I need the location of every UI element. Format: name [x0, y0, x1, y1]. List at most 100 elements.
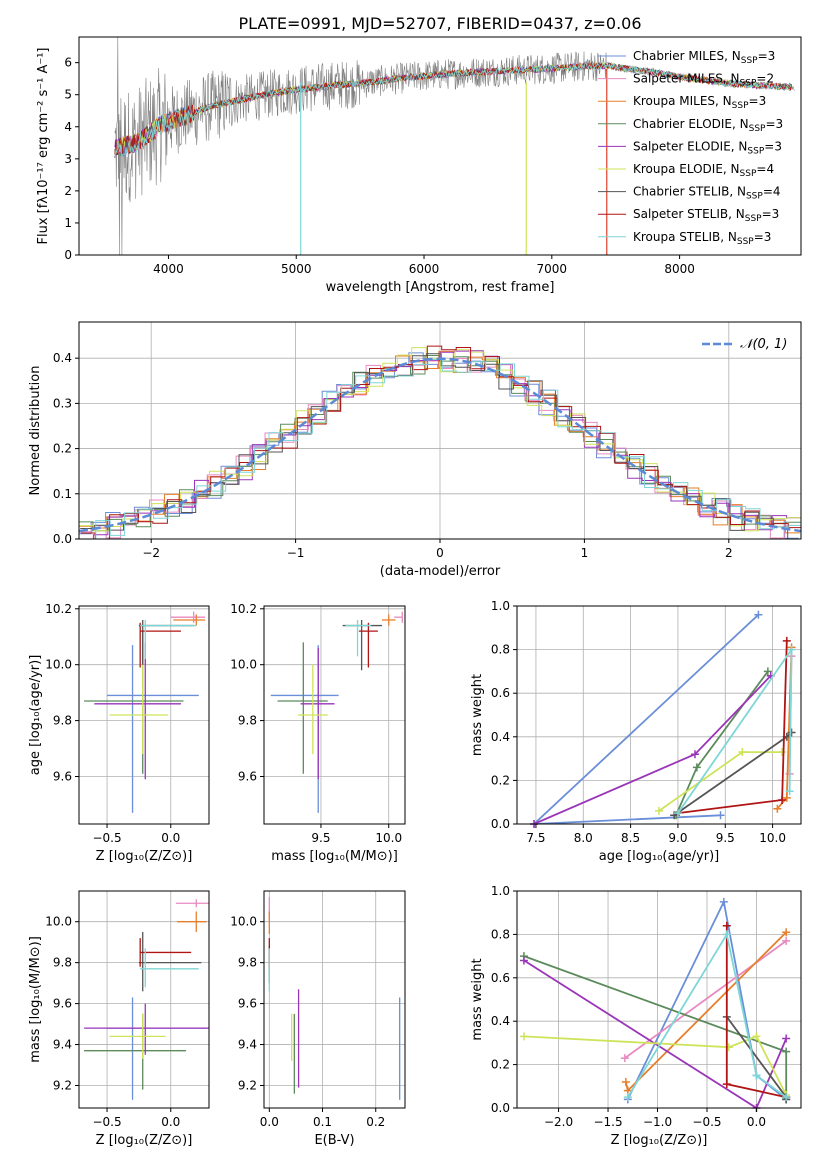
- spectrum-ytick-label: 1: [64, 216, 72, 230]
- weight-marker: [782, 636, 791, 645]
- weight-marker: [782, 793, 791, 802]
- weight-vs-Z-xtick-label: −1.0: [643, 1115, 672, 1129]
- spectrum-panel: Chabrier MILES, NSSP=3 Salpeter MILES, NS…: [36, 36, 802, 295]
- normal-curve: [79, 357, 801, 533]
- age-vs-mass-ytick-label: 9.8: [238, 714, 257, 728]
- spectrum-legend: Chabrier MILES, NSSP=3 Salpeter MILES, NS…: [598, 49, 783, 247]
- weight-vs-Z-ytick-label: 0.0: [491, 1101, 510, 1115]
- mass-vs-EBV-xtick-label: 0.0: [260, 1115, 279, 1129]
- legend-entry: 𝒩(0, 1): [740, 337, 787, 352]
- mass-vs-Z-xlabel: Z [log₁₀(Z/Z⊙)]: [96, 1133, 193, 1148]
- weight-marker: [782, 936, 791, 945]
- weight-marker: [787, 728, 796, 737]
- spectrum-xlabel: wavelength [Angstrom, rest frame]: [326, 280, 555, 295]
- age-vs-Z-ytick-label: 9.6: [53, 769, 72, 783]
- legend-entry: Salpeter STELIB, NSSP=3: [633, 207, 779, 224]
- residuals-xtick-label: 1: [581, 546, 589, 560]
- age-vs-mass-ytick-label: 10.2: [230, 602, 257, 616]
- spectrum-ytick-label: 3: [64, 152, 72, 166]
- weight-vs-age-ytick-label: 1.0: [491, 599, 510, 613]
- age-vs-Z-xtick-label: 0.0: [161, 831, 180, 845]
- residual-histogram: [79, 350, 801, 539]
- residuals-ytick-label: 0.0: [53, 532, 72, 546]
- spectrum-xtick-label: 5000: [281, 262, 312, 276]
- weight-marker: [763, 667, 772, 676]
- spectrum-ytick-label: 2: [64, 184, 72, 198]
- residual-histogram: [81, 359, 801, 539]
- legend-entry: Kroupa STELIB, NSSP=3: [633, 230, 771, 247]
- weight-vs-Z-frame: [516, 890, 802, 1109]
- mass-vs-Z-ytick-label: 9.8: [53, 956, 72, 970]
- weight-marker: [752, 1032, 761, 1041]
- weight-line: [532, 614, 760, 824]
- age-vs-mass-ytick-label: 10.0: [230, 658, 257, 672]
- age-vs-Z-xtick-label: −0.5: [92, 831, 121, 845]
- weight-line: [523, 959, 788, 1108]
- age-vs-mass-frame: [263, 605, 406, 825]
- spectrum-ytick-label: 5: [64, 88, 72, 102]
- mass-vs-EBV-ytick-label: 9.2: [238, 1078, 257, 1092]
- residuals-xtick-label: 0: [436, 546, 444, 560]
- weight-marker: [722, 1080, 731, 1089]
- age-vs-Z-ytick-label: 9.8: [53, 714, 72, 728]
- weight-vs-age-xtick-label: 8.5: [621, 831, 640, 845]
- weight-marker: [782, 928, 791, 937]
- spectrum-ylabel: Flux [fλ10⁻¹⁷ erg cm⁻² s⁻¹ A⁻¹]: [36, 48, 51, 245]
- spectrum-ytick-label: 6: [64, 56, 72, 70]
- weight-vs-age-xtick-label: 9.5: [716, 831, 735, 845]
- figure-title: PLATE=0991, MJD=52707, FIBERID=0437, z=0…: [238, 14, 641, 33]
- residuals-xtick-label: −2: [142, 546, 160, 560]
- weight-marker: [738, 748, 747, 757]
- weight-marker: [722, 930, 731, 939]
- legend-entry: Salpeter MILES, NSSP=2: [633, 72, 774, 89]
- weight-vs-age-ytick-label: 0.4: [491, 730, 510, 744]
- spectrum-xtick-label: 4000: [153, 262, 184, 276]
- weight-vs-age-xtick-label: 10.0: [759, 831, 786, 845]
- weight-vs-age-ytick-label: 0.2: [491, 773, 510, 787]
- weight-marker: [519, 1032, 528, 1041]
- mass-vs-EBV-ytick-label: 9.8: [238, 956, 257, 970]
- spectrum-xtick-label: 7000: [537, 262, 568, 276]
- age-vs-Z-xlabel: Z [log₁₀(Z/Z⊙)]: [96, 849, 193, 864]
- age-vs-Z-frame: [78, 605, 210, 825]
- weight-vs-age-xtick-label: 9.0: [668, 831, 687, 845]
- mass-vs-EBV-xtick-label: 0.2: [366, 1115, 385, 1129]
- weight-marker: [655, 806, 663, 815]
- weight-marker: [716, 811, 725, 820]
- mass-vs-Z-frame: [78, 890, 210, 1109]
- weight-vs-Z-ylabel: mass weight: [470, 958, 485, 1040]
- weight-marker: [782, 1093, 791, 1102]
- age-vs-mass-ytick-label: 9.6: [238, 769, 257, 783]
- mass-vs-EBV-frame: [263, 890, 406, 1109]
- mass-vs-EBV-ytick-label: 9.6: [238, 997, 257, 1011]
- age-vs-Z-ytick-label: 10.0: [45, 658, 72, 672]
- weight-marker: [782, 1034, 791, 1043]
- age-vs-mass-xlabel: mass [log₁₀(M/M⊙)]: [271, 849, 398, 864]
- weight-vs-Z-ytick-label: 0.6: [491, 971, 510, 985]
- spectrum-xtick-label: 8000: [664, 262, 695, 276]
- weight-vs-Z-ytick-label: 0.4: [491, 1014, 510, 1028]
- mass-vs-EBV-ytick-label: 10.0: [230, 915, 257, 929]
- mass-vs-Z-ytick-label: 9.2: [53, 1078, 72, 1092]
- weight-vs-Z-xtick-label: 0.0: [747, 1115, 766, 1129]
- residuals-xlabel: (data-model)/error: [380, 564, 501, 579]
- age-vs-mass-xtick-label: 9.5: [311, 831, 330, 845]
- weight-vs-Z-xlabel: Z [log₁₀(Z/Z⊙)]: [611, 1133, 708, 1148]
- spectrum-xtick-label: 6000: [409, 262, 440, 276]
- weight-marker: [692, 763, 701, 772]
- legend-entry: Salpeter ELODIE, NSSP=3: [633, 139, 782, 156]
- mass-vs-EBV-panel: 0.0 0.1 0.2 9.2 9.4 9.6 9.8 10.0 E(B-V): [230, 890, 406, 1148]
- weight-line: [624, 940, 787, 1059]
- weight-marker: [621, 1077, 630, 1086]
- weight-marker: [787, 645, 796, 654]
- weight-vs-Z-panel: −2.0 −1.5 −1.0 −0.5 0.0 0.0 0.2 0.4 0.6 0.8 1.0 Z […: [470, 884, 802, 1148]
- weight-vs-age-xlabel: age [log₁₀(age/yr)]: [599, 849, 720, 864]
- mass-vs-Z-ylabel: mass [log₁₀(M/M⊙)]: [28, 936, 43, 1063]
- weight-marker: [673, 809, 682, 818]
- residuals-xtick-label: −1: [287, 546, 305, 560]
- residuals-panel: 𝒩(0, 1) −2 −1 0 1 2 0.0 0.1 0.2 0.3 0.4 (data-model…: [28, 321, 802, 579]
- mass-vs-Z-ytick-label: 10.0: [45, 915, 72, 929]
- weight-line: [523, 1035, 788, 1096]
- weight-marker: [778, 796, 787, 805]
